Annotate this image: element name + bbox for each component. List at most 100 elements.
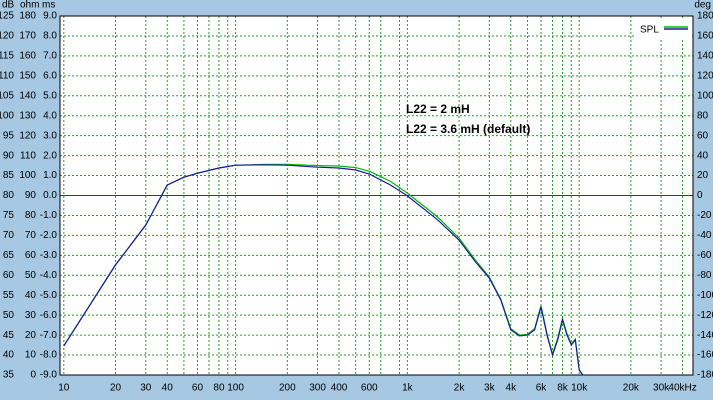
y-tick-label: -20	[697, 210, 712, 221]
y-tick-label: 60	[697, 130, 709, 141]
y-tick-label: 40	[25, 290, 37, 301]
y-tick-label: -6.0	[40, 310, 58, 321]
x-tick-label: 10k	[571, 383, 588, 394]
x-tick-label: 8k	[557, 383, 569, 394]
x-tick-label: 100	[227, 383, 244, 394]
y-tick-label: 170	[19, 31, 36, 42]
y-axis-unit: dB	[2, 0, 15, 11]
y-tick-label: -8.0	[40, 350, 58, 361]
x-tick-label: 10	[58, 383, 70, 394]
y-tick-label: 105	[0, 90, 14, 101]
x-tick-label: 300	[309, 383, 326, 394]
y-tick-label: 60	[3, 270, 15, 281]
y-tick-label: 70	[3, 230, 15, 241]
x-tick-label: 20k	[623, 383, 640, 394]
y-tick-label: 4.0	[43, 110, 57, 121]
y-tick-label: 35	[3, 370, 15, 381]
y-tick-label: -2.0	[40, 230, 58, 241]
y-tick-label: 45	[3, 330, 15, 341]
y-tick-label: 100	[0, 110, 14, 121]
y-tick-label: 160	[19, 51, 36, 62]
y-tick-label: 140	[697, 51, 713, 62]
y-tick-label: 115	[0, 51, 14, 62]
plot-frame	[59, 15, 694, 376]
spl-curve	[63, 164, 584, 376]
x-tick-label: 80	[213, 383, 225, 394]
y-tick-label: 20	[25, 330, 37, 341]
y-tick-label: 50	[3, 310, 15, 321]
y-tick-label: -180	[697, 370, 713, 381]
y-tick-label: 125	[0, 11, 14, 22]
y-tick-label: 80	[25, 210, 37, 221]
y-tick-label: 180	[19, 11, 36, 22]
y-tick-label: 60	[25, 250, 37, 261]
y-tick-label: 7.0	[43, 51, 57, 62]
y-tick-label: -1.0	[40, 210, 58, 221]
x-tick-label: 200	[279, 383, 296, 394]
y-tick-label: 80	[3, 190, 15, 201]
x-tick-label: 6k	[536, 383, 548, 394]
y-tick-label: 120	[0, 31, 14, 42]
y-tick-label: 55	[3, 290, 15, 301]
x-tick-label: 4k	[506, 383, 518, 394]
y-tick-label: 0	[697, 190, 703, 201]
y-tick-label: 2.0	[43, 150, 57, 161]
y-tick-label: 180	[697, 11, 713, 22]
y-tick-label: 160	[697, 31, 713, 42]
y-tick-label: 75	[3, 210, 15, 221]
y-tick-label: 40	[697, 150, 709, 161]
y-tick-label: 70	[25, 230, 37, 241]
x-tick-label: 30	[140, 383, 152, 394]
y-tick-label: -4.0	[40, 270, 58, 281]
y-tick-label: 90	[3, 150, 15, 161]
y-tick-label: 9.0	[43, 11, 57, 22]
y-tick-label: 150	[19, 70, 36, 81]
x-tick-label: 20	[110, 383, 122, 394]
legend-label: SPL	[640, 25, 659, 36]
y-tick-label: -100	[697, 290, 713, 301]
y-tick-label: 6.0	[43, 70, 57, 81]
y-tick-label: 8.0	[43, 31, 57, 42]
y-tick-label: 50	[25, 270, 37, 281]
y-tick-label: 110	[0, 70, 14, 81]
x-tick-label: 30k	[653, 383, 670, 394]
y-tick-label: 1.0	[43, 170, 57, 181]
y-tick-label: 100	[697, 90, 713, 101]
y-tick-label: 65	[3, 250, 15, 261]
y-tick-label: 120	[697, 70, 713, 81]
y-tick-label: 110	[20, 150, 36, 161]
y-tick-label: -7.0	[40, 330, 58, 341]
x-tick-label: 1k	[402, 383, 414, 394]
y-axis-unit: ohm	[20, 0, 39, 11]
y-tick-label: 120	[19, 130, 36, 141]
x-tick-label: 400	[331, 383, 348, 394]
y-tick-label: 10	[25, 350, 37, 361]
y-tick-label: -140	[697, 330, 713, 341]
x-tick-label: 2k	[454, 383, 466, 394]
y-tick-label: 130	[19, 110, 36, 121]
y-tick-label: 3.0	[43, 130, 57, 141]
y-tick-label: -120	[697, 310, 713, 321]
y-tick-label: -5.0	[40, 290, 58, 301]
x-tick-label: 60	[192, 383, 204, 394]
y-tick-label: 95	[3, 130, 15, 141]
legend-box	[634, 20, 690, 38]
x-tick-label: 3k	[484, 383, 496, 394]
annotation: L22 = 3.6 mH (default)	[406, 122, 530, 136]
x-tick-label: 600	[361, 383, 378, 394]
y-tick-label: 85	[3, 170, 15, 181]
y-tick-label: -9.0	[40, 370, 58, 381]
y-tick-label: 30	[25, 310, 37, 321]
y-tick-label: 5.0	[43, 90, 57, 101]
y-tick-label: -160	[697, 350, 713, 361]
y-tick-label: -3.0	[40, 250, 58, 261]
y-tick-label: 20	[697, 170, 709, 181]
y-axis-unit: deg	[694, 0, 711, 11]
y-tick-label: 140	[19, 90, 36, 101]
x-tick-label: 40kHz	[668, 383, 696, 394]
y-axis-unit: ms	[42, 0, 55, 11]
y-tick-label: -80	[697, 270, 712, 281]
annotation: L22 = 2 mH	[406, 102, 470, 116]
